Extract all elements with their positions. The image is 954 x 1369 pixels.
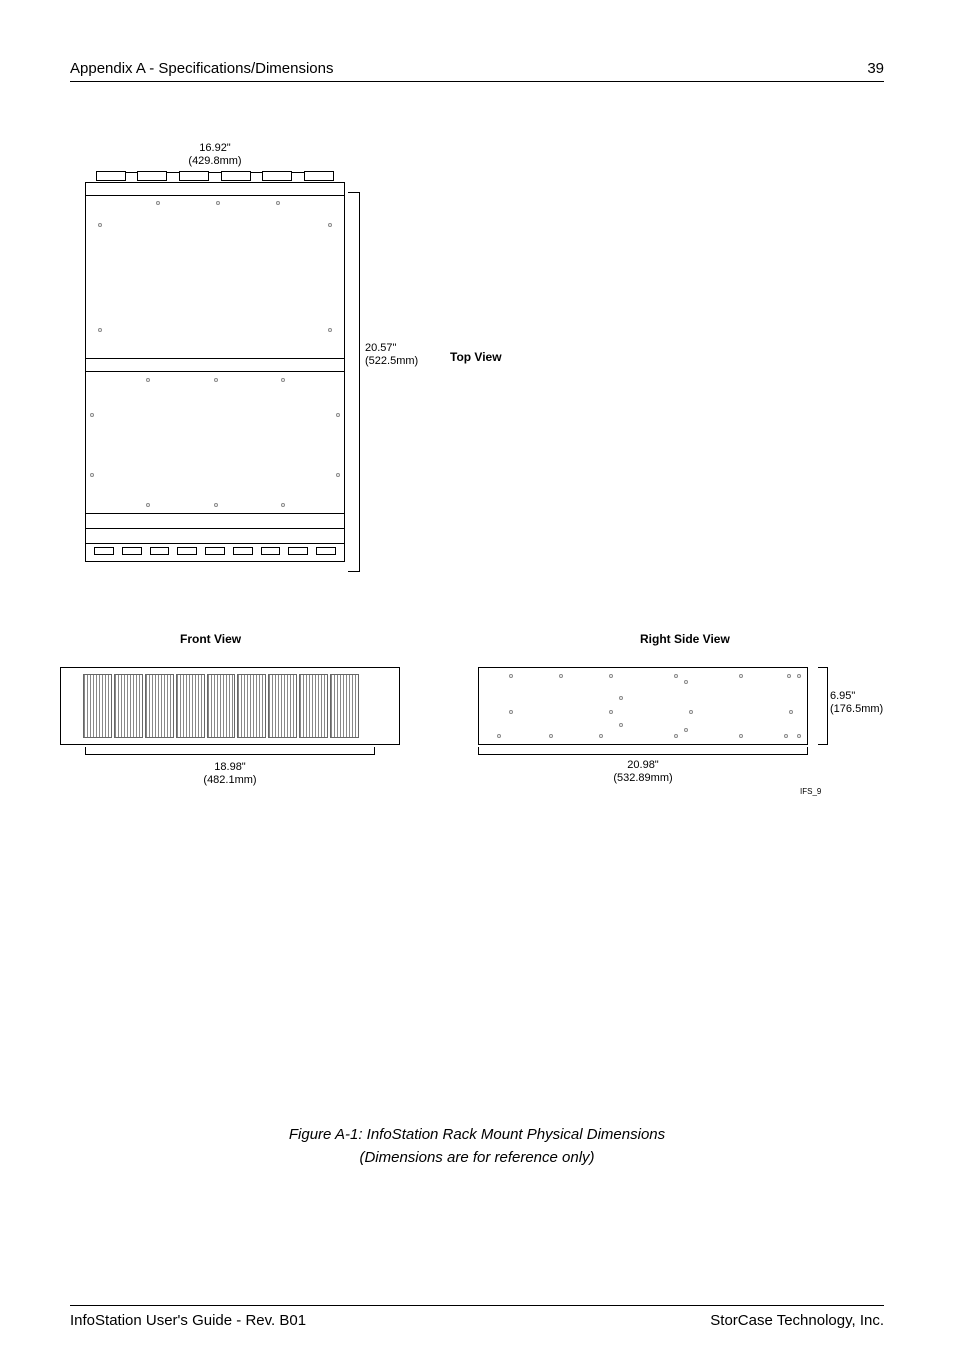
- drive-slot: [299, 674, 328, 738]
- top-view-rect: [85, 182, 345, 562]
- right-height-bracket: [818, 667, 828, 745]
- figure-caption: Figure A-1: InfoStation Rack Mount Physi…: [0, 1124, 954, 1169]
- drive-slot: [176, 674, 205, 738]
- drive-slot: [207, 674, 236, 738]
- right-height-in: 6.95": [830, 690, 855, 702]
- front-width-in: 18.98": [214, 761, 245, 773]
- top-view-label: Top View: [450, 350, 502, 364]
- right-side-view: 20.98" (532.89mm): [460, 667, 830, 785]
- drive-slot: [237, 674, 266, 738]
- top-view-width-dim: 16.92" (429.8mm): [70, 142, 360, 168]
- front-slots: [83, 674, 359, 738]
- page-footer: InfoStation User's Guide - Rev. B01 Stor…: [70, 1305, 884, 1329]
- right-width-in: 20.98": [627, 759, 658, 771]
- drive-slot: [268, 674, 297, 738]
- right-side-rect: [478, 667, 808, 745]
- top-depth-bracket: [348, 192, 360, 572]
- top-view: 16.92" (429.8mm): [70, 142, 360, 562]
- top-view-depth-mm: (522.5mm): [365, 355, 418, 367]
- page-number: 39: [867, 60, 884, 77]
- page-header: Appendix A - Specifications/Dimensions 3…: [70, 60, 884, 82]
- front-width-bracket: [85, 747, 375, 755]
- drive-slot: [114, 674, 143, 738]
- front-view-rect: [60, 667, 400, 745]
- top-view-depth-dim: 20.57" (522.5mm): [365, 342, 418, 368]
- right-width-mm: (532.89mm): [613, 772, 672, 784]
- right-width-dim: 20.98" (532.89mm): [478, 759, 808, 785]
- top-view-width-mm: (429.8mm): [188, 155, 241, 167]
- front-width-mm: (482.1mm): [203, 774, 256, 786]
- drive-slot: [83, 674, 112, 738]
- header-section-title: Appendix A - Specifications/Dimensions: [70, 60, 333, 77]
- figure-ref-code: IFS_9: [800, 787, 821, 796]
- top-view-width-in: 16.92": [199, 142, 230, 154]
- right-height-mm: (176.5mm): [830, 703, 883, 715]
- right-height-dim: 6.95" (176.5mm): [830, 690, 883, 716]
- front-view-label: Front View: [180, 632, 241, 646]
- footer-doc-title: InfoStation User's Guide - Rev. B01: [70, 1312, 306, 1329]
- diagram-area: 16.92" (429.8mm): [70, 142, 884, 902]
- caption-line2: (Dimensions are for reference only): [359, 1149, 594, 1166]
- footer-company: StorCase Technology, Inc.: [710, 1312, 884, 1329]
- caption-line1: Figure A-1: InfoStation Rack Mount Physi…: [289, 1126, 665, 1143]
- front-view: 18.98" (482.1mm): [60, 667, 400, 787]
- drive-slot: [330, 674, 359, 738]
- front-width-dim: 18.98" (482.1mm): [60, 761, 400, 787]
- top-view-depth-in: 20.57": [365, 342, 396, 354]
- drive-slot: [145, 674, 174, 738]
- right-width-bracket: [478, 747, 808, 755]
- right-side-label: Right Side View: [640, 632, 730, 646]
